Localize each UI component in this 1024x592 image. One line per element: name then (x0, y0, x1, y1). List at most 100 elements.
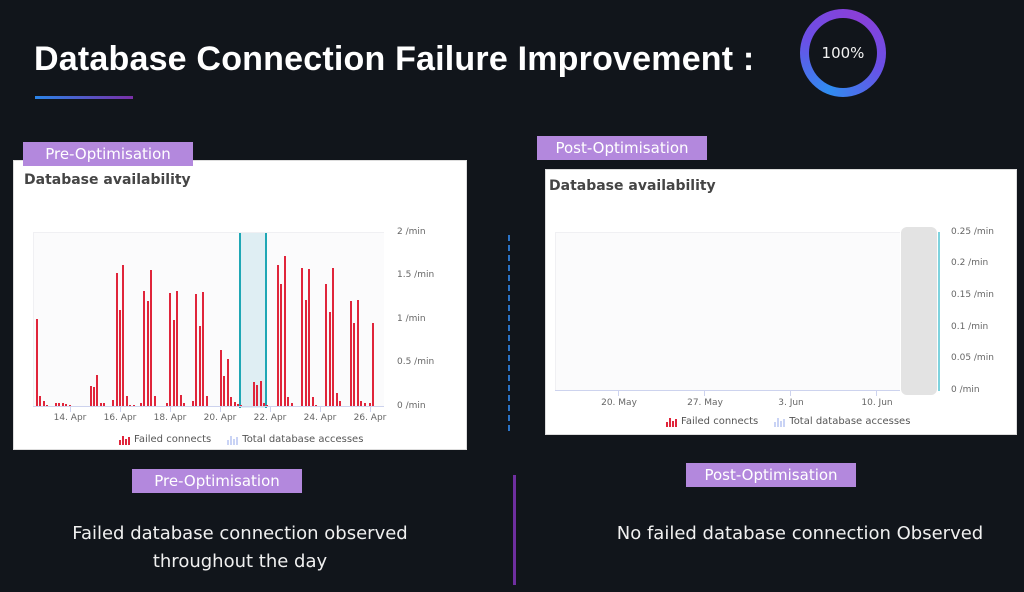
post-x-tick: 27. May (687, 398, 723, 408)
post-chart-legend: Failed connects Total database accesses (666, 416, 910, 427)
pre-y-tick: 0 /min (397, 401, 426, 411)
failed-bar (350, 301, 352, 407)
failed-bar (284, 256, 286, 407)
failed-bar (126, 396, 128, 407)
post-optimisation-tag-top: Post-Optimisation (537, 136, 707, 160)
post-x-tick: 3. Jun (778, 398, 804, 408)
failed-bar (43, 401, 45, 407)
post-x-tick: 20. May (601, 398, 637, 408)
pre-chart-panel: Database availability 2 /min 1.5 /min 1 … (13, 160, 467, 450)
post-chart-plot-area[interactable] (555, 232, 900, 391)
pre-caption: Failed database connection observed thro… (72, 523, 408, 572)
divider-dashed (508, 235, 510, 431)
failed-bar (166, 403, 168, 407)
bar-chart-icon (119, 436, 130, 445)
failed-bar (36, 319, 38, 407)
failed-bar (312, 397, 314, 407)
failed-bar (93, 387, 95, 407)
failed-bar (263, 403, 265, 407)
pre-x-tick: 16. Apr (103, 413, 137, 423)
post-y-tick: 0.05 /min (951, 353, 994, 363)
failed-bar (176, 291, 178, 407)
failed-bar (183, 403, 185, 407)
failed-bar (90, 386, 92, 407)
pre-chart-plot-area[interactable] (33, 232, 384, 408)
timeframe-scroll-handle[interactable] (901, 227, 937, 395)
failed-bar (147, 301, 149, 407)
post-y-tick: 0.1 /min (951, 322, 989, 332)
bar-chart-icon (666, 418, 677, 427)
post-caption: No failed database connection Observed (616, 523, 984, 544)
title-underline (35, 96, 133, 99)
failed-bar (256, 385, 258, 407)
page-title: Database Connection Failure Improvement … (34, 40, 755, 78)
failed-bar (62, 403, 64, 407)
failed-bar (112, 400, 114, 407)
failed-bar (100, 403, 102, 407)
failed-bar (223, 376, 225, 407)
failed-bar (122, 265, 124, 407)
failed-bar (357, 300, 359, 407)
progress-value: 100% (821, 44, 865, 62)
bar-chart-icon (227, 436, 239, 445)
pre-y-tick: 2 /min (397, 227, 426, 237)
failed-bar (253, 382, 255, 407)
failed-bar (277, 265, 279, 407)
failed-bar (260, 381, 262, 407)
pre-optimisation-tag-bottom: Pre-Optimisation (132, 469, 302, 493)
failed-bar (150, 270, 152, 407)
legend-failed-connects[interactable]: Failed connects (119, 434, 211, 445)
post-y-tick: 0.15 /min (951, 290, 994, 300)
pre-x-tick: 20. Apr (203, 413, 237, 423)
failed-bar (103, 403, 105, 407)
post-chart-panel: Database availability 0.25 /min 0.2 /min… (545, 169, 1017, 435)
post-y-tick: 0.2 /min (951, 258, 989, 268)
failed-bar (199, 326, 201, 407)
failed-bar (116, 273, 118, 407)
pre-x-tick: 18. Apr (153, 413, 187, 423)
selected-time-window[interactable] (239, 233, 267, 408)
failed-bar (192, 401, 194, 407)
failed-bar (173, 320, 175, 407)
failed-bar (364, 403, 366, 407)
failed-bar (96, 375, 98, 407)
failed-bar (234, 402, 236, 407)
failed-bar (180, 395, 182, 407)
pre-y-tick: 1 /min (397, 314, 426, 324)
pre-x-axis (33, 406, 384, 407)
pre-x-tick: 26. Apr (353, 413, 387, 423)
post-optimisation-tag-bottom: Post-Optimisation (686, 463, 856, 487)
timeframe-marker (938, 232, 940, 391)
failed-bar (195, 294, 197, 407)
post-x-tick: 10. Jun (861, 398, 893, 408)
failed-bar (291, 403, 293, 407)
pre-x-tick: 24. Apr (303, 413, 337, 423)
failed-bar (301, 268, 303, 407)
failed-bar (287, 397, 289, 407)
legend-total-accesses[interactable]: Total database accesses (227, 434, 363, 445)
pre-optimisation-tag-top: Pre-Optimisation (23, 142, 193, 166)
post-x-axis (555, 390, 900, 391)
failed-bar (372, 323, 374, 407)
failed-bar (280, 284, 282, 407)
legend-failed-connects[interactable]: Failed connects (666, 416, 758, 427)
failed-bar (39, 396, 41, 407)
progress-ring: 100% (800, 9, 886, 97)
failed-bar (308, 269, 310, 407)
failed-bar (143, 291, 145, 407)
pre-x-tick: 22. Apr (253, 413, 287, 423)
divider-solid (513, 475, 516, 585)
pre-y-tick: 0.5 /min (397, 357, 435, 367)
failed-bar (202, 292, 204, 407)
failed-bar (230, 397, 232, 407)
failed-bar (206, 396, 208, 407)
failed-bar (55, 403, 57, 407)
failed-bar (360, 401, 362, 407)
failed-bar (220, 350, 222, 407)
failed-bar (237, 404, 239, 407)
bar-chart-icon (774, 418, 786, 427)
failed-bar (325, 284, 327, 407)
failed-bar (332, 268, 334, 407)
legend-total-accesses[interactable]: Total database accesses (774, 416, 910, 427)
failed-bar (65, 404, 67, 407)
